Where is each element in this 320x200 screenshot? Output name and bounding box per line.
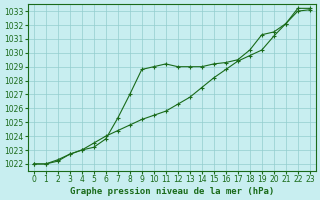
- X-axis label: Graphe pression niveau de la mer (hPa): Graphe pression niveau de la mer (hPa): [70, 187, 274, 196]
